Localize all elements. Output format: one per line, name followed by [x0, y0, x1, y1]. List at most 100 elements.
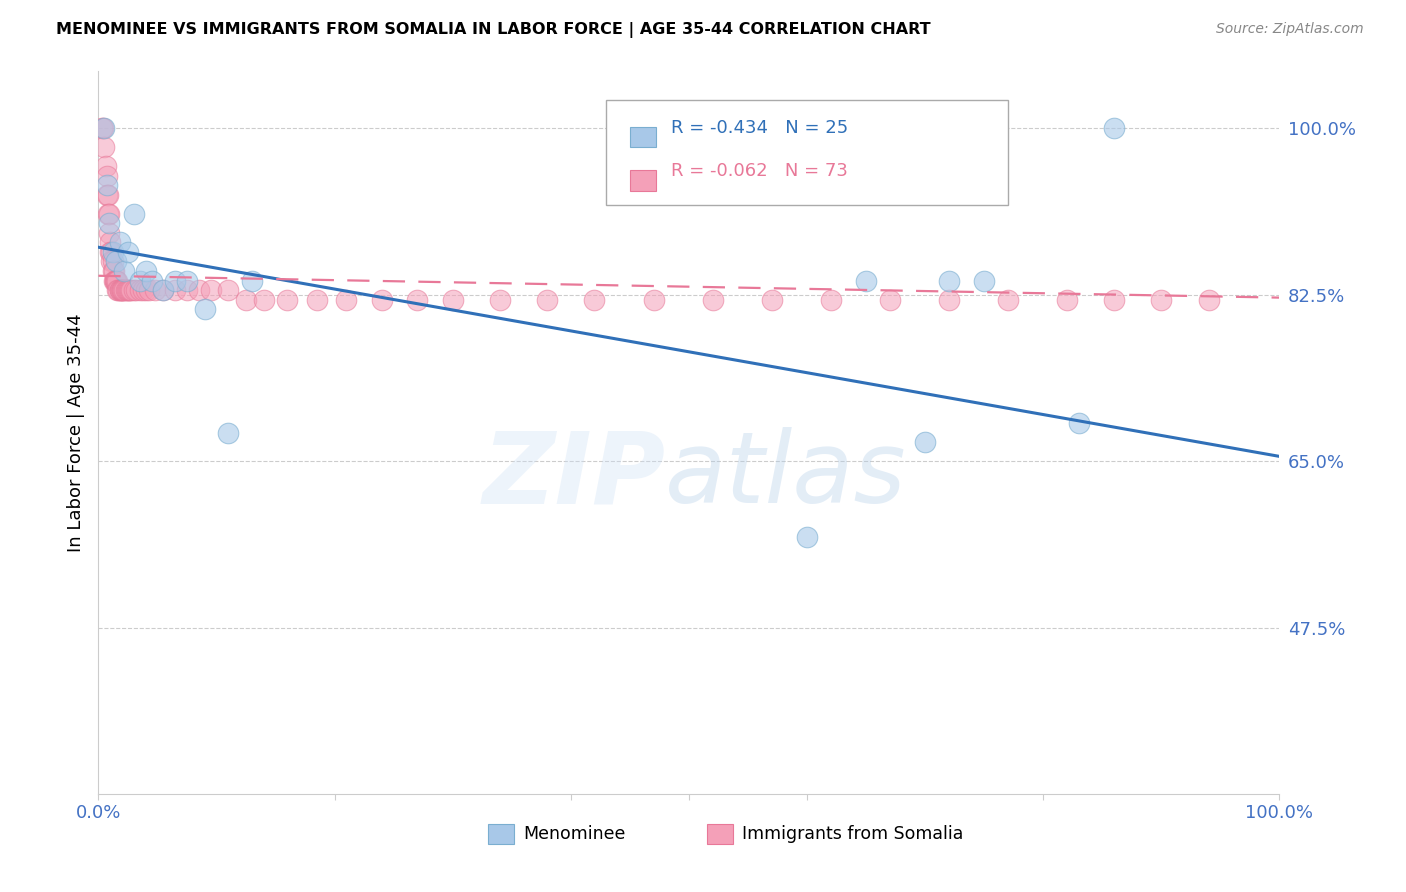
Bar [630, 170, 655, 191]
Point [128, 273, 150, 287]
Point [997, 293, 1019, 307]
Point [152, 283, 174, 297]
Point [1198, 293, 1220, 307]
Point [100, 254, 122, 268]
Point [305, 293, 328, 307]
Text: Immigrants from Somalia: Immigrants from Somalia [742, 825, 963, 843]
Point [100, 244, 122, 259]
Point [105, 254, 128, 268]
Point [1067, 416, 1090, 430]
Point [121, 283, 143, 297]
Point [117, 283, 139, 297]
Point [643, 293, 665, 307]
Text: Source: ZipAtlas.com: Source: ZipAtlas.com [1216, 22, 1364, 37]
Point [98, 217, 121, 231]
Point [112, 283, 135, 297]
Point [1102, 121, 1125, 136]
Point [200, 283, 222, 297]
Point [217, 425, 239, 440]
Point [112, 283, 135, 297]
Point [1150, 293, 1173, 307]
Point [132, 283, 155, 297]
Bar [707, 824, 733, 845]
Point [702, 293, 724, 307]
Point [938, 273, 960, 287]
Text: ZIP: ZIP [482, 427, 665, 524]
Point [855, 273, 877, 287]
Point [91, 121, 114, 136]
Text: Menominee: Menominee [523, 825, 626, 843]
Point [176, 283, 198, 297]
Point [118, 283, 141, 297]
Text: atlas: atlas [665, 427, 907, 524]
Point [1102, 293, 1125, 307]
Point [176, 273, 198, 287]
Point [879, 293, 901, 307]
FancyBboxPatch shape [606, 100, 1008, 205]
Point [973, 273, 995, 287]
Point [138, 283, 160, 297]
Point [96, 169, 118, 183]
Point [761, 293, 783, 307]
Point [112, 264, 135, 278]
Point [91, 121, 114, 136]
Point [240, 273, 263, 287]
Point [98, 244, 121, 259]
Point [1056, 293, 1078, 307]
Point [97, 207, 120, 221]
Point [94, 160, 117, 174]
Point [194, 301, 217, 316]
Point [122, 283, 145, 297]
Point [110, 283, 132, 297]
Point [108, 283, 131, 297]
Y-axis label: In Labor Force | Age 35-44: In Labor Force | Age 35-44 [66, 313, 84, 552]
Point [125, 283, 148, 297]
Point [105, 273, 128, 287]
Point [98, 226, 121, 240]
Point [111, 283, 134, 297]
Point [104, 273, 127, 287]
Text: R = -0.062   N = 73: R = -0.062 N = 73 [671, 162, 848, 180]
Point [441, 293, 464, 307]
Point [820, 293, 842, 307]
Point [108, 283, 131, 297]
Point [235, 293, 257, 307]
Point [536, 293, 558, 307]
Point [114, 283, 136, 297]
Point [217, 283, 239, 297]
Point [101, 254, 124, 268]
Point [143, 283, 166, 297]
Point [165, 273, 187, 287]
Point [101, 244, 124, 259]
Point [406, 293, 429, 307]
Point [97, 188, 120, 202]
Point [165, 283, 187, 297]
Text: MENOMINEE VS IMMIGRANTS FROM SOMALIA IN LABOR FORCE | AGE 35-44 CORRELATION CHAR: MENOMINEE VS IMMIGRANTS FROM SOMALIA IN … [56, 22, 931, 38]
Point [111, 283, 134, 297]
Point [96, 188, 118, 202]
Point [108, 235, 131, 250]
Point [938, 293, 960, 307]
Point [98, 207, 121, 221]
Point [115, 283, 138, 297]
Point [335, 293, 357, 307]
Point [93, 140, 115, 154]
Point [128, 283, 150, 297]
Point [104, 273, 127, 287]
Point [489, 293, 512, 307]
Point [796, 530, 818, 544]
Point [152, 283, 174, 297]
Point [101, 264, 124, 278]
Point [107, 283, 129, 297]
Point [96, 178, 118, 193]
Point [103, 273, 125, 287]
Point [583, 293, 606, 307]
Point [117, 244, 139, 259]
Point [98, 235, 121, 250]
Point [135, 283, 157, 297]
Point [187, 283, 209, 297]
Point [253, 293, 276, 307]
Point [371, 293, 394, 307]
Point [141, 273, 163, 287]
Point [914, 435, 936, 450]
